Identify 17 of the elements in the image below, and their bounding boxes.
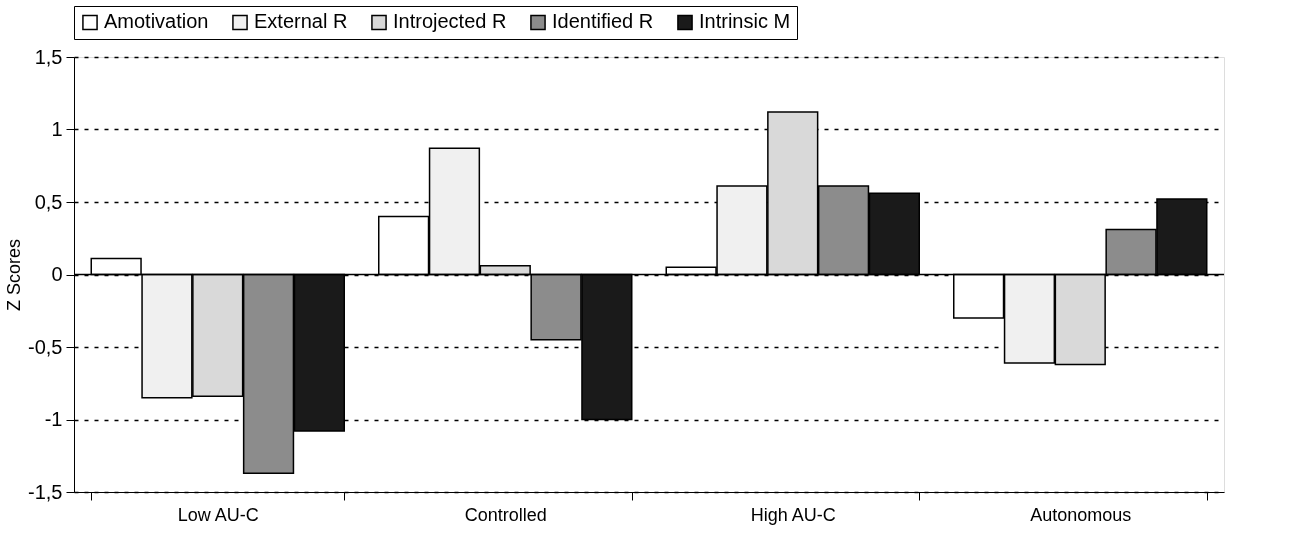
legend-label: Introjected R: [393, 10, 507, 33]
x-tick-label: Autonomous: [1030, 504, 1132, 525]
y-tick-label: 0,5: [34, 190, 63, 213]
legend-label: Amotivation: [104, 10, 209, 33]
y-tick-label: 1,5: [34, 45, 63, 68]
y-axis-title: Z Scores: [4, 238, 25, 312]
x-tick-label: High AU-C: [750, 504, 836, 525]
y-tick-label: -1: [44, 408, 63, 430]
legend-label: External R: [254, 10, 348, 33]
x-tick-label: Low AU-C: [177, 504, 259, 525]
y-tick-label: 0: [51, 263, 63, 285]
y-tick-label: -1,5: [28, 480, 63, 503]
y-tick-label: 1: [51, 118, 63, 140]
legend-label: Identified R: [552, 10, 654, 33]
legend-label: Intrinsic M: [699, 10, 791, 33]
y-tick-label: -0,5: [28, 335, 63, 358]
x-tick-label: Controlled: [464, 504, 547, 525]
